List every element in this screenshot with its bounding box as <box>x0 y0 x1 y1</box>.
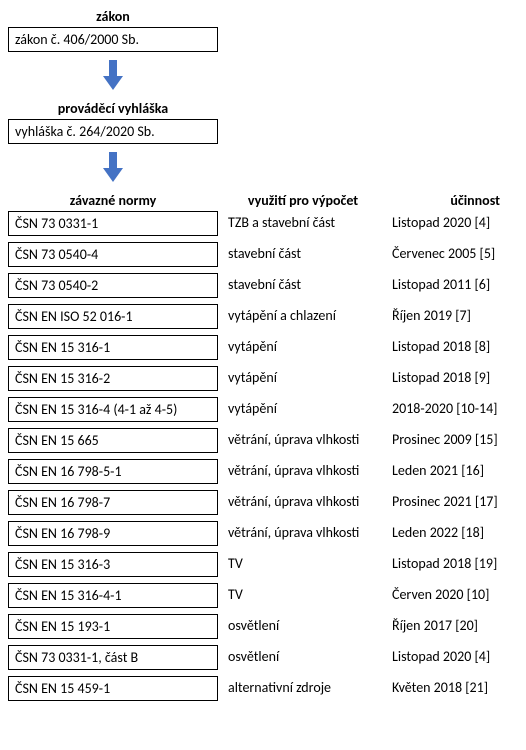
use-cell: stavební část <box>218 242 388 267</box>
use-cell: větrání, úprava vlhkosti <box>218 490 388 515</box>
eff-cell: Leden 2022 [18] <box>388 521 518 546</box>
table-row: ČSN 73 0331-1TZB a stavební částListopad… <box>8 211 518 236</box>
table-row: ČSN 73 0331-1, část BosvětleníListopad 2… <box>8 645 518 670</box>
table-row: ČSN 73 0540-4stavební částČervenec 2005 … <box>8 242 518 267</box>
use-cell: TV <box>218 583 388 608</box>
eff-cell: Listopad 2018 [8] <box>388 335 518 360</box>
decree-label: prováděcí vyhláška <box>8 100 218 117</box>
norm-cell: ČSN EN ISO 52 016-1 <box>8 304 218 329</box>
table-row: ČSN EN ISO 52 016-1vytápění a chlazeníŘí… <box>8 304 518 329</box>
use-cell: vytápění a chlazení <box>218 304 388 329</box>
decree-box: vyhláška č. 264/2020 Sb. <box>8 119 218 144</box>
table-row: ČSN EN 15 316-4-1TVČerven 2020 [10] <box>8 583 518 608</box>
eff-cell: Leden 2021 [16] <box>388 459 518 484</box>
use-cell: osvětlení <box>218 614 388 639</box>
use-cell: větrání, úprava vlhkosti <box>218 459 388 484</box>
eff-cell: Listopad 2018 [19] <box>388 552 518 577</box>
use-cell: vytápění <box>218 366 388 391</box>
table-row: ČSN EN 15 316-2vytápěníListopad 2018 [9] <box>8 366 518 391</box>
column-headers: závazné normy využití pro výpočet účinno… <box>8 192 518 209</box>
table-row: ČSN EN 16 798-5-1větrání, úprava vlhkost… <box>8 459 518 484</box>
decree-block: prováděcí vyhláška vyhláška č. 264/2020 … <box>8 100 218 144</box>
down-arrow-icon <box>106 152 120 178</box>
eff-cell: Říjen 2017 [20] <box>388 614 518 639</box>
norm-cell: ČSN EN 15 316-2 <box>8 366 218 391</box>
eff-cell: Květen 2018 [21] <box>388 676 518 701</box>
norm-cell: ČSN EN 15 316-1 <box>8 335 218 360</box>
norm-cell: ČSN 73 0540-4 <box>8 242 218 267</box>
norm-cell: ČSN 73 0540-2 <box>8 273 218 298</box>
table-row: ČSN EN 15 316-1vytápěníListopad 2018 [8] <box>8 335 518 360</box>
norm-cell: ČSN EN 16 798-7 <box>8 490 218 515</box>
header-eff: účinnost <box>388 192 518 209</box>
norm-cell: ČSN EN 16 798-5-1 <box>8 459 218 484</box>
table-row: ČSN EN 16 798-9větrání, úprava vlhkostiL… <box>8 521 518 546</box>
norm-cell: ČSN EN 15 316-4 (4-1 až 4-5) <box>8 397 218 422</box>
use-cell: větrání, úprava vlhkosti <box>218 428 388 453</box>
table-row: ČSN 73 0540-2stavební částListopad 2011 … <box>8 273 518 298</box>
norm-cell: ČSN EN 15 193-1 <box>8 614 218 639</box>
eff-cell: 2018-2020 [10-14] <box>388 397 518 422</box>
norm-cell: ČSN EN 15 665 <box>8 428 218 453</box>
eff-cell: Listopad 2020 [4] <box>388 645 518 670</box>
table-row: ČSN EN 15 459-1alternativní zdrojeKvěten… <box>8 676 518 701</box>
down-arrow-icon <box>106 60 120 86</box>
arrow-1 <box>8 60 218 86</box>
table-row: ČSN EN 15 665větrání, úprava vlhkostiPro… <box>8 428 518 453</box>
table-row: ČSN EN 16 798-7větrání, úprava vlhkostiP… <box>8 490 518 515</box>
use-cell: vytápění <box>218 335 388 360</box>
norms-table: ČSN 73 0331-1TZB a stavební částListopad… <box>8 211 518 701</box>
use-cell: větrání, úprava vlhkosti <box>218 521 388 546</box>
header-norm: závazné normy <box>8 192 218 209</box>
eff-cell: Listopad 2018 [9] <box>388 366 518 391</box>
use-cell: alternativní zdroje <box>218 676 388 701</box>
law-label: zákon <box>8 8 218 25</box>
table-row: ČSN EN 15 316-3TVListopad 2018 [19] <box>8 552 518 577</box>
eff-cell: Listopad 2020 [4] <box>388 211 518 236</box>
use-cell: osvětlení <box>218 645 388 670</box>
norm-cell: ČSN EN 15 316-4-1 <box>8 583 218 608</box>
arrow-2 <box>8 152 218 178</box>
use-cell: stavební část <box>218 273 388 298</box>
use-cell: TZB a stavební část <box>218 211 388 236</box>
use-cell: TV <box>218 552 388 577</box>
table-row: ČSN EN 15 193-1osvětleníŘíjen 2017 [20] <box>8 614 518 639</box>
eff-cell: Prosinec 2021 [17] <box>388 490 518 515</box>
norm-cell: ČSN EN 15 316-3 <box>8 552 218 577</box>
norm-cell: ČSN 73 0331-1, část B <box>8 645 218 670</box>
eff-cell: Prosinec 2009 [15] <box>388 428 518 453</box>
eff-cell: Červenec 2005 [5] <box>388 242 518 267</box>
eff-cell: Listopad 2011 [6] <box>388 273 518 298</box>
law-box: zákon č. 406/2000 Sb. <box>8 27 218 52</box>
law-block: zákon zákon č. 406/2000 Sb. <box>8 8 218 52</box>
header-use: využití pro výpočet <box>218 192 388 209</box>
norm-cell: ČSN EN 16 798-9 <box>8 521 218 546</box>
eff-cell: Červen 2020 [10] <box>388 583 518 608</box>
table-row: ČSN EN 15 316-4 (4-1 až 4-5)vytápění2018… <box>8 397 518 422</box>
use-cell: vytápění <box>218 397 388 422</box>
eff-cell: Říjen 2019 [7] <box>388 304 518 329</box>
norm-cell: ČSN 73 0331-1 <box>8 211 218 236</box>
norm-cell: ČSN EN 15 459-1 <box>8 676 218 701</box>
